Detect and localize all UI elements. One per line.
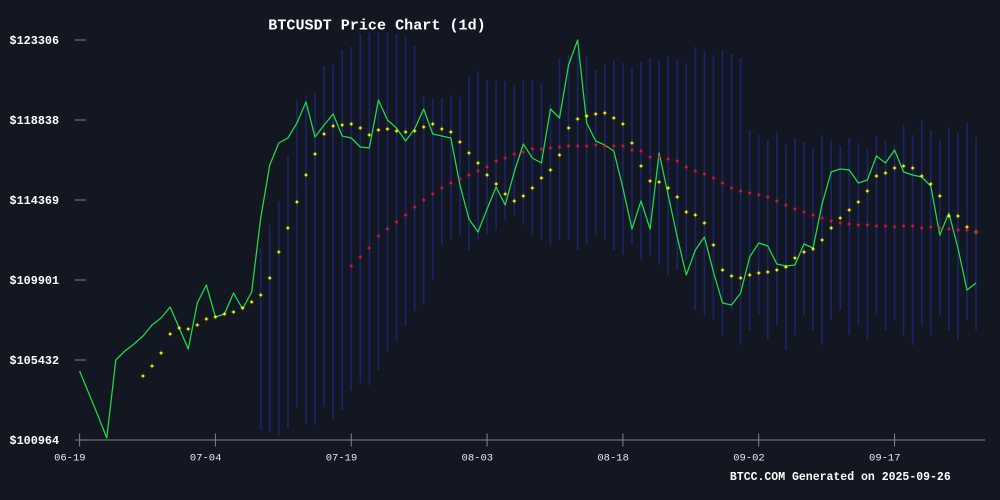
svg-text:$123306: $123306 [10,34,60,48]
svg-text:07-19: 07-19 [326,453,358,465]
svg-text:$118838: $118838 [10,114,60,128]
svg-text:$100964: $100964 [10,434,60,448]
svg-text:09-17: 09-17 [869,453,901,465]
svg-text:BTCC.COM Generated on 2025-09-: BTCC.COM Generated on 2025-09-26 [730,471,951,484]
svg-text:08-18: 08-18 [597,453,629,465]
svg-text:08-03: 08-03 [462,453,494,465]
svg-text:$114369: $114369 [10,194,60,208]
svg-text:06-19: 06-19 [54,453,86,465]
svg-text:$105432: $105432 [10,354,60,368]
svg-text:BTCUSDT Price Chart (1d): BTCUSDT Price Chart (1d) [268,17,485,35]
svg-text:09-02: 09-02 [733,453,765,465]
svg-text:$109901: $109901 [10,274,60,288]
svg-text:07-04: 07-04 [190,453,222,465]
